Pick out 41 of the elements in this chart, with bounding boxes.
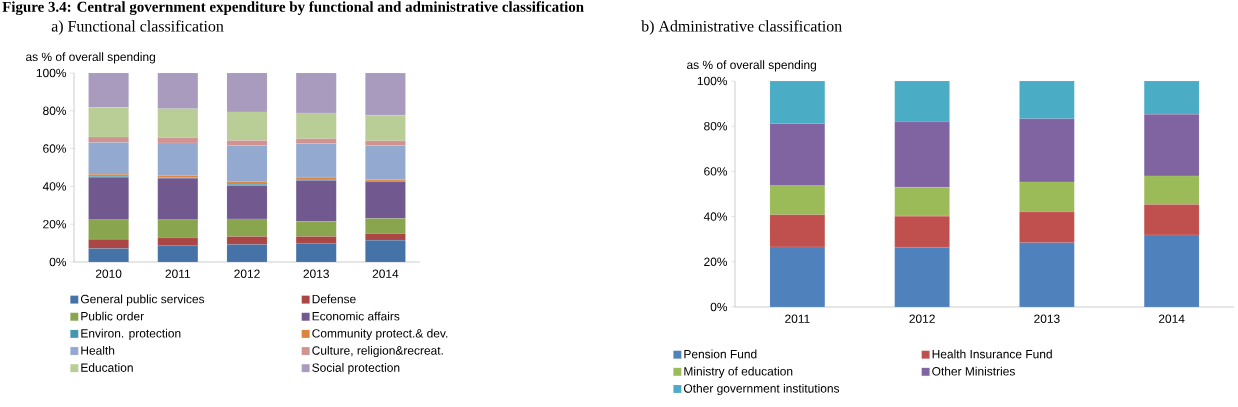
y-tick-label: 0% [49, 257, 67, 267]
y-tick-label: 0% [710, 302, 728, 312]
x-tick-label: 2012 [234, 269, 260, 278]
y-tick-label: 100% [697, 76, 728, 86]
y-tick-label: 60% [704, 167, 728, 176]
legend-label: Other government institutions [683, 383, 840, 396]
y-tick-label: 60% [43, 144, 67, 153]
legend-label: Health [81, 345, 115, 355]
legend-label: General public services [80, 294, 205, 306]
chart-title: a) Functional classification [51, 20, 224, 35]
y-tick-label: 80% [704, 121, 728, 131]
x-tick-label: 2011 [165, 269, 191, 278]
x-tick-label: 2013 [303, 269, 329, 278]
legend-label: Social protection [312, 363, 400, 375]
legend-label: Defense [312, 294, 356, 304]
chart-title: b) Administrative classification [641, 20, 842, 35]
y-tick-label: 40% [42, 182, 67, 191]
y-axis-title: as % of overall spending [26, 52, 155, 64]
x-tick-label: 2012 [909, 314, 935, 323]
x-tick-label: 2011 [785, 314, 810, 323]
legend-label: Culture, religion&recreat. [312, 345, 443, 358]
legend-label: Environ. protection [81, 328, 181, 340]
y-tick-label: 100% [36, 68, 67, 78]
caption: Figure 3.4: Central government expenditure by functional and administrative classification [2, 1, 584, 16]
y-tick-label: 20% [43, 219, 67, 229]
y-tick-label: 40% [703, 212, 728, 221]
legend-label: Public order [81, 311, 144, 321]
y-axis-title: as % of overall spending [687, 60, 816, 72]
x-tick-label: 2014 [372, 269, 399, 278]
legend-label: Other Ministries [932, 366, 1015, 376]
y-tick-label: 80% [43, 106, 67, 116]
legend-label: Ministry of education [684, 366, 793, 378]
legend-label: Education [81, 363, 133, 372]
legend-label: Economic affairs [312, 311, 400, 321]
legend-label: Health Insurance Fund [932, 349, 1052, 359]
x-tick-label: 2013 [1034, 314, 1060, 323]
y-tick-label: 20% [704, 257, 728, 267]
legend-label: Pension Fund [684, 349, 757, 359]
x-tick-label: 2010 [95, 269, 122, 278]
x-tick-label: 2014 [1158, 314, 1185, 323]
legend-label: Community protect.& dev. [312, 328, 448, 340]
